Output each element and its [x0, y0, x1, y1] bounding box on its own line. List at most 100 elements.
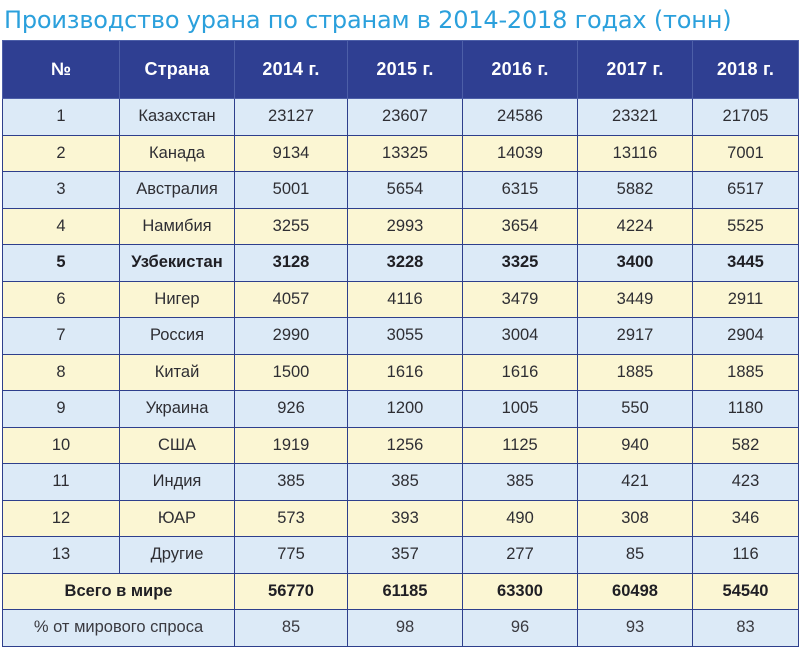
- table-row: 12 ЮАР 573 393 490 308 346: [2, 499, 799, 537]
- total-row: Всего в мире 56770 61185 63300 60498 54540: [2, 572, 799, 610]
- rank-cell: 10: [2, 426, 120, 464]
- table-row: 7 Россия 2990 3055 3004 2917 2904: [2, 317, 799, 355]
- value-cell-2014: 385: [234, 463, 348, 501]
- value-cell-2015: 5654: [347, 171, 463, 209]
- value-cell-2017: 3449: [577, 280, 693, 318]
- country-cell: Россия: [119, 317, 235, 355]
- value-cell-2018: 2904: [692, 317, 799, 355]
- total-label: Всего в мире: [2, 572, 235, 610]
- country-cell: Украина: [119, 390, 235, 428]
- country-cell: Австралия: [119, 171, 235, 209]
- country-cell: Узбекистан: [119, 244, 235, 282]
- table-row: 13 Другие 775 357 277 85 116: [2, 536, 799, 574]
- value-cell-2018: 21705: [692, 98, 799, 136]
- country-cell: Нигер: [119, 280, 235, 318]
- value-cell-2014: 2990: [234, 317, 348, 355]
- page-title: Производство урана по странам в 2014-201…: [4, 6, 732, 34]
- value-cell-2015: 3055: [347, 317, 463, 355]
- value-cell-2017: 4224: [577, 207, 693, 245]
- table-row: 2 Канада 9134 13325 14039 13116 7001: [2, 134, 799, 172]
- value-cell-2017: 421: [577, 463, 693, 501]
- value-cell-2015: 23607: [347, 98, 463, 136]
- total-value-2016: 63300: [462, 572, 578, 610]
- share-value-2015: 98: [347, 609, 463, 647]
- value-cell-2015: 1256: [347, 426, 463, 464]
- value-cell-2017: 13116: [577, 134, 693, 172]
- value-cell-2015: 3228: [347, 244, 463, 282]
- share-value-2017: 93: [577, 609, 693, 647]
- share-label: % от мирового спроса: [2, 609, 235, 647]
- value-cell-2014: 9134: [234, 134, 348, 172]
- value-cell-2016: 277: [462, 536, 578, 574]
- value-cell-2017: 1885: [577, 353, 693, 391]
- rank-cell: 11: [2, 463, 120, 501]
- rank-cell: 6: [2, 280, 120, 318]
- rank-cell: 8: [2, 353, 120, 391]
- value-cell-2017: 23321: [577, 98, 693, 136]
- header-row: № Страна 2014 г. 2015 г. 2016 г. 2017 г.…: [2, 40, 799, 99]
- country-cell: Казахстан: [119, 98, 235, 136]
- value-cell-2016: 3004: [462, 317, 578, 355]
- value-cell-2017: 550: [577, 390, 693, 428]
- value-cell-2014: 926: [234, 390, 348, 428]
- rank-cell: 7: [2, 317, 120, 355]
- table-body: 1 Казахстан 23127 23607 24586 23321 21705 2 Кана…: [2, 98, 799, 647]
- value-cell-2015: 385: [347, 463, 463, 501]
- table-row: 6 Нигер 4057 4116 3479 3449 2911: [2, 280, 799, 318]
- table-row: 9 Украина 926 1200 1005 550 1180: [2, 390, 799, 428]
- value-cell-2017: 5882: [577, 171, 693, 209]
- country-cell: Другие: [119, 536, 235, 574]
- column-header-2017: 2017 г.: [577, 40, 693, 99]
- value-cell-2015: 1200: [347, 390, 463, 428]
- share-value-2016: 96: [462, 609, 578, 647]
- value-cell-2016: 1616: [462, 353, 578, 391]
- value-cell-2016: 385: [462, 463, 578, 501]
- column-header-country: Страна: [119, 40, 235, 99]
- rank-cell: 1: [2, 98, 120, 136]
- country-cell: Индия: [119, 463, 235, 501]
- value-cell-2015: 2993: [347, 207, 463, 245]
- table-row: 3 Австралия 5001 5654 6315 5882 6517: [2, 171, 799, 209]
- total-value-2014: 56770: [234, 572, 348, 610]
- column-header-2018: 2018 г.: [692, 40, 799, 99]
- value-cell-2015: 13325: [347, 134, 463, 172]
- value-cell-2016: 14039: [462, 134, 578, 172]
- table-row: 11 Индия 385 385 385 421 423: [2, 463, 799, 501]
- country-cell: Канада: [119, 134, 235, 172]
- total-value-2017: 60498: [577, 572, 693, 610]
- value-cell-2014: 4057: [234, 280, 348, 318]
- value-cell-2018: 7001: [692, 134, 799, 172]
- value-cell-2018: 2911: [692, 280, 799, 318]
- value-cell-2016: 1125: [462, 426, 578, 464]
- table-row: 4 Намибия 3255 2993 3654 4224 5525: [2, 207, 799, 245]
- value-cell-2018: 5525: [692, 207, 799, 245]
- value-cell-2017: 940: [577, 426, 693, 464]
- rank-cell: 5: [2, 244, 120, 282]
- uranium-production-table: № Страна 2014 г. 2015 г. 2016 г. 2017 г.…: [2, 40, 799, 647]
- rank-cell: 2: [2, 134, 120, 172]
- rank-cell: 12: [2, 499, 120, 537]
- column-header-2014: 2014 г.: [234, 40, 348, 99]
- value-cell-2018: 582: [692, 426, 799, 464]
- value-cell-2018: 3445: [692, 244, 799, 282]
- value-cell-2017: 3400: [577, 244, 693, 282]
- value-cell-2014: 3255: [234, 207, 348, 245]
- value-cell-2014: 1919: [234, 426, 348, 464]
- value-cell-2014: 23127: [234, 98, 348, 136]
- value-cell-2018: 1180: [692, 390, 799, 428]
- value-cell-2016: 3479: [462, 280, 578, 318]
- share-value-2014: 85: [234, 609, 348, 647]
- value-cell-2018: 116: [692, 536, 799, 574]
- country-cell: ЮАР: [119, 499, 235, 537]
- value-cell-2015: 1616: [347, 353, 463, 391]
- value-cell-2014: 1500: [234, 353, 348, 391]
- value-cell-2016: 24586: [462, 98, 578, 136]
- share-row: % от мирового спроса 85 98 96 93 83: [2, 609, 799, 647]
- share-value-2018: 83: [692, 609, 799, 647]
- value-cell-2014: 3128: [234, 244, 348, 282]
- value-cell-2017: 85: [577, 536, 693, 574]
- value-cell-2015: 357: [347, 536, 463, 574]
- value-cell-2016: 1005: [462, 390, 578, 428]
- value-cell-2014: 5001: [234, 171, 348, 209]
- total-value-2015: 61185: [347, 572, 463, 610]
